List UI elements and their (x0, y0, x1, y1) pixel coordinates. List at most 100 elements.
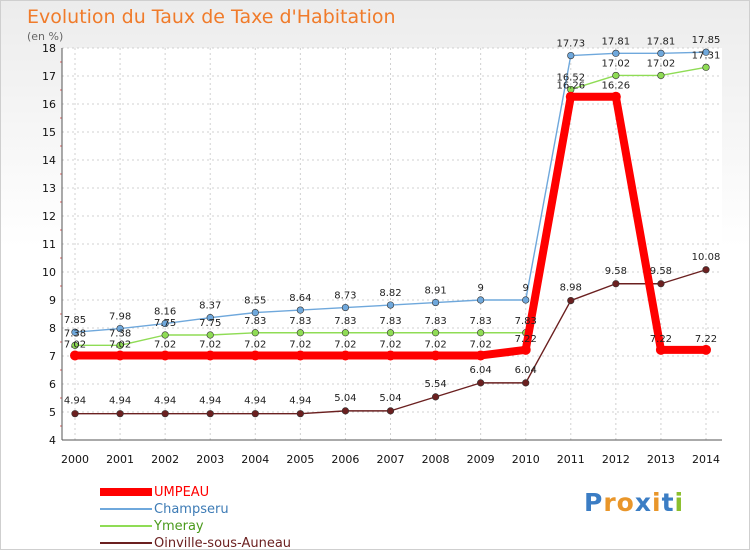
y-tick-label: 15 (42, 126, 56, 139)
data-label: 7.75 (154, 318, 176, 329)
series-point-3 (341, 407, 350, 415)
x-tick-label: 2009 (467, 453, 495, 466)
data-label: 6.04 (470, 365, 492, 376)
y-tick-label: 4 (49, 434, 56, 447)
y-tick-label: 12 (42, 210, 56, 223)
series-point-1 (116, 324, 124, 333)
data-label: 8.91 (424, 286, 446, 297)
y-tick-label: 18 (42, 42, 56, 55)
series-point-1 (477, 296, 485, 304)
series-point-3 (251, 410, 259, 418)
line-chart: 4 5 6 7 8 9 10 11 12 13 14 15 16 17 18 2000 2001 2002 2003… (42, 35, 722, 466)
logo-letter: x (634, 488, 652, 517)
data-label: 6.04 (515, 365, 537, 376)
data-label: 4.94 (289, 396, 311, 407)
chart-title: Evolution du Taux de Taxe d'Habitation (27, 6, 396, 28)
data-label: 7.83 (470, 316, 492, 327)
data-label: 7.02 (64, 339, 86, 350)
x-tick-label: 2007 (377, 453, 405, 466)
data-label: 17.31 (692, 50, 721, 61)
y-tick-label: 6 (49, 378, 56, 391)
data-label: 7.02 (109, 339, 131, 350)
data-label: 8.73 (334, 291, 356, 302)
series-point-2 (477, 329, 485, 337)
series-point-2 (341, 329, 350, 337)
data-label: 17.02 (602, 58, 631, 69)
data-label: 7.83 (289, 316, 311, 327)
legend-swatch (100, 542, 152, 544)
data-label: 7.38 (109, 328, 131, 339)
series-point-0 (565, 91, 576, 102)
data-label: 7.83 (379, 316, 401, 327)
data-label: 8.16 (154, 307, 176, 318)
data-label: 17.73 (556, 39, 585, 50)
x-tick-label: 2010 (512, 453, 540, 466)
series-point-1 (206, 314, 214, 322)
x-tick-label: 2012 (602, 453, 630, 466)
data-label: 4.94 (199, 396, 221, 407)
series-point-0 (340, 350, 351, 361)
series-point-1 (567, 51, 575, 60)
series-point-1 (612, 49, 620, 57)
x-tick-label: 2011 (557, 453, 585, 466)
series-point-3 (206, 410, 214, 418)
series-point-0 (160, 350, 171, 361)
data-label: 4.94 (109, 396, 131, 407)
data-label: 7.98 (109, 312, 131, 323)
legend-label: UMPEAU (154, 485, 210, 500)
x-tick-label: 2008 (422, 453, 450, 466)
x-tick-label: 2006 (331, 453, 359, 466)
logo-letter: o (616, 488, 635, 517)
proxiti-logo: Proxiti (584, 488, 684, 517)
data-label: 9.58 (650, 266, 672, 277)
series-point-2 (251, 329, 259, 337)
data-label: 17.81 (647, 36, 676, 47)
series-point-3 (386, 407, 395, 415)
series-point-0 (205, 350, 216, 361)
data-label: 4.94 (244, 396, 266, 407)
y-tick-label: 7 (49, 350, 56, 363)
data-label: 4.94 (64, 396, 86, 407)
data-label: 4.94 (154, 396, 176, 407)
series-point-3 (567, 296, 575, 305)
y-tick-label: 10 (42, 266, 56, 279)
data-label: 9 (523, 283, 529, 294)
series-point-0 (385, 350, 396, 361)
data-label: 9.58 (605, 266, 627, 277)
y-tick-label: 14 (42, 154, 56, 167)
data-label: 7.85 (64, 315, 86, 326)
x-tick-label: 2004 (241, 453, 269, 466)
data-label: 8.64 (289, 293, 311, 304)
series-point-1 (251, 309, 259, 317)
legend-label: Ymeray (154, 519, 204, 534)
y-tick-label: 17 (42, 70, 56, 83)
series-point-0 (655, 344, 666, 355)
series-point-2 (431, 329, 440, 337)
series-point-2 (296, 329, 304, 337)
data-label: 7.02 (289, 339, 311, 350)
series-point-3 (296, 410, 304, 418)
data-label: 7.02 (154, 339, 176, 350)
series-point-0 (295, 350, 306, 361)
series-point-1 (71, 328, 79, 336)
y-tick-label: 5 (49, 406, 56, 419)
x-tick-label: 2005 (286, 453, 314, 466)
data-label: 7.75 (199, 318, 221, 329)
y-tick-label: 16 (42, 98, 56, 111)
data-label: 7.83 (244, 316, 266, 327)
series-point-3 (522, 379, 530, 387)
series-point-0 (115, 350, 126, 361)
series-point-1 (296, 306, 304, 314)
data-label: 7.83 (424, 316, 446, 327)
series-point-1 (702, 48, 710, 56)
data-label: 7.02 (334, 339, 356, 350)
legend-swatch (100, 508, 152, 510)
series-point-0 (430, 350, 441, 361)
series-point-0 (70, 350, 80, 361)
data-label: 7.22 (695, 334, 717, 345)
x-tick-label: 2002 (151, 453, 179, 466)
data-label: 10.08 (692, 252, 721, 263)
series-point-1 (161, 319, 169, 328)
legend-label: Oinville-sous-Auneau (154, 536, 292, 551)
series-point-2 (612, 71, 620, 80)
